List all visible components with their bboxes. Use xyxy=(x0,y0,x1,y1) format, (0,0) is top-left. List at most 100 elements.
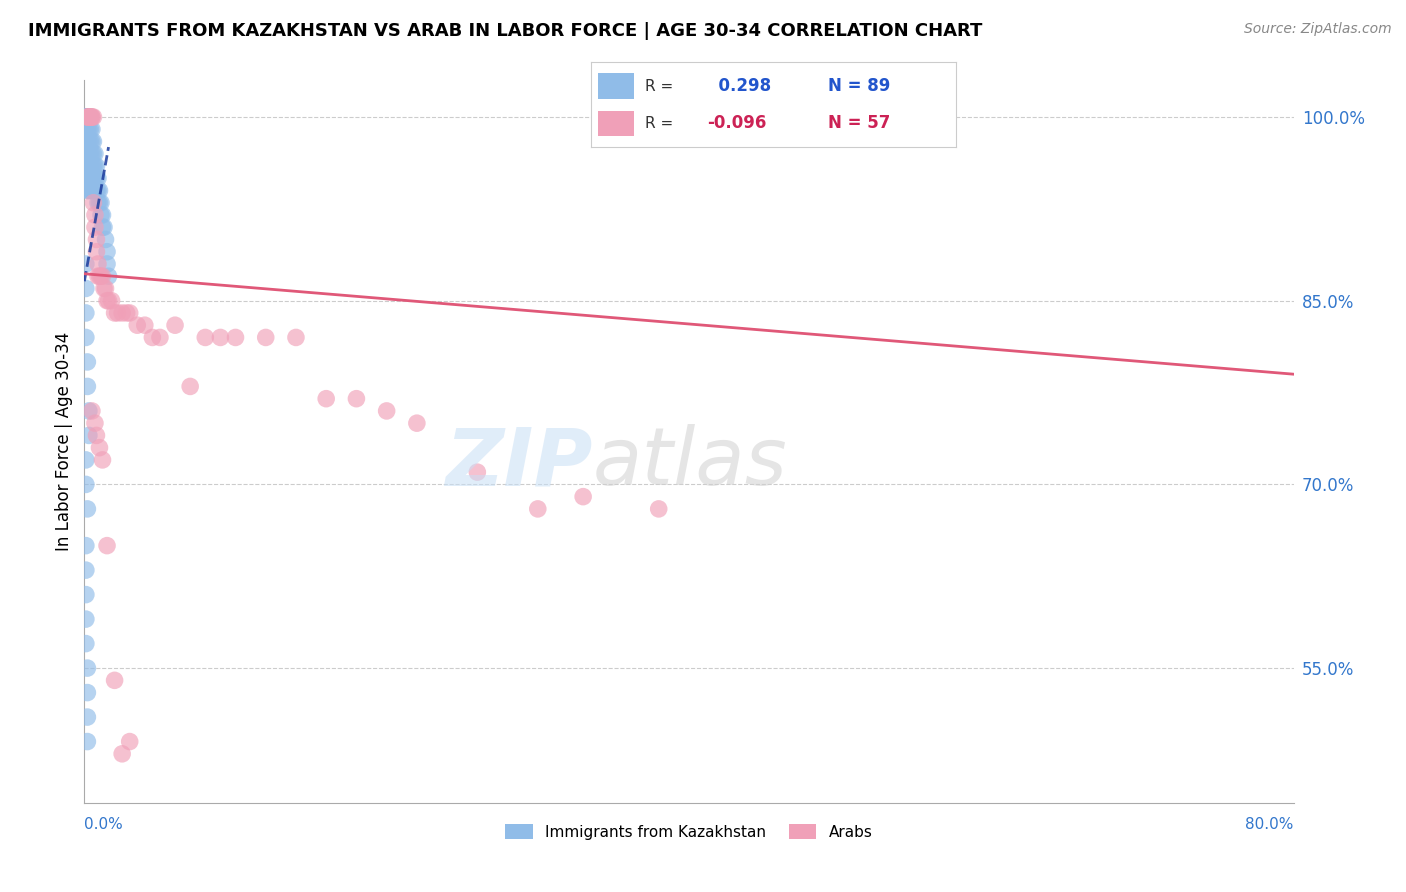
Point xyxy=(77,135,100,149)
Point xyxy=(100,293,122,308)
Point xyxy=(89,269,111,284)
Text: Source: ZipAtlas.com: Source: ZipAtlas.com xyxy=(1244,22,1392,37)
Point xyxy=(77,171,100,186)
Point xyxy=(93,220,115,235)
Point xyxy=(87,184,110,198)
Point xyxy=(572,490,595,504)
Point xyxy=(75,110,97,124)
Point xyxy=(209,330,232,344)
Point xyxy=(94,281,117,295)
Point xyxy=(76,355,98,369)
Point xyxy=(165,318,187,333)
Text: R =: R = xyxy=(645,78,679,94)
Point xyxy=(75,110,97,124)
Point xyxy=(76,379,98,393)
Text: 0.0%: 0.0% xyxy=(84,817,124,832)
Point xyxy=(75,306,97,320)
Point xyxy=(86,184,108,198)
Text: 0.298: 0.298 xyxy=(707,78,772,95)
Point xyxy=(77,404,100,418)
Point xyxy=(86,171,108,186)
Point xyxy=(79,110,101,124)
Point xyxy=(75,453,97,467)
Point xyxy=(80,110,103,124)
Point xyxy=(82,146,104,161)
Point xyxy=(76,685,98,699)
Point xyxy=(75,110,97,124)
Point xyxy=(89,441,111,455)
Point xyxy=(76,171,98,186)
Point xyxy=(80,122,103,136)
Point xyxy=(76,146,98,161)
Point xyxy=(80,404,103,418)
Point xyxy=(77,428,100,442)
Point xyxy=(82,135,104,149)
Point xyxy=(75,330,97,344)
Point xyxy=(79,110,101,124)
Point xyxy=(76,110,98,124)
Point xyxy=(86,159,108,173)
Point xyxy=(87,269,110,284)
Point xyxy=(84,184,107,198)
Point xyxy=(115,306,138,320)
Point xyxy=(87,171,110,186)
Point xyxy=(76,710,98,724)
Point xyxy=(77,184,100,198)
Point xyxy=(149,330,172,344)
Text: ZIP: ZIP xyxy=(444,425,592,502)
Point xyxy=(79,171,101,186)
Point xyxy=(80,171,103,186)
Text: 80.0%: 80.0% xyxy=(1246,817,1294,832)
Text: N = 89: N = 89 xyxy=(828,78,890,95)
Point xyxy=(111,747,134,761)
Point xyxy=(90,269,112,284)
Point xyxy=(75,135,97,149)
Point xyxy=(75,281,97,295)
Point xyxy=(79,110,101,124)
Point xyxy=(315,392,337,406)
Point xyxy=(179,379,201,393)
Point xyxy=(77,110,100,124)
Point xyxy=(76,110,98,124)
Point xyxy=(96,244,118,259)
Point xyxy=(96,257,118,271)
Point xyxy=(75,110,97,124)
Point xyxy=(77,159,100,173)
Point xyxy=(76,110,98,124)
Point xyxy=(75,110,97,124)
Point xyxy=(77,110,100,124)
Point xyxy=(76,110,98,124)
Point xyxy=(79,122,101,136)
Point xyxy=(82,195,104,210)
Point xyxy=(97,269,120,284)
Point xyxy=(86,244,108,259)
Point xyxy=(75,539,97,553)
Point xyxy=(76,110,98,124)
Point xyxy=(79,146,101,161)
Point xyxy=(75,563,97,577)
Point xyxy=(75,612,97,626)
Point xyxy=(93,281,115,295)
Point xyxy=(127,318,149,333)
Point xyxy=(76,135,98,149)
Point xyxy=(86,428,108,442)
Point xyxy=(84,208,107,222)
Point xyxy=(75,477,97,491)
Text: IMMIGRANTS FROM KAZAKHSTAN VS ARAB IN LABOR FORCE | AGE 30-34 CORRELATION CHART: IMMIGRANTS FROM KAZAKHSTAN VS ARAB IN LA… xyxy=(28,22,983,40)
Point xyxy=(84,416,107,430)
Point xyxy=(79,135,101,149)
Point xyxy=(97,293,120,308)
Point xyxy=(77,110,100,124)
Point xyxy=(254,330,277,344)
Point xyxy=(225,330,247,344)
Point xyxy=(84,146,107,161)
Point xyxy=(86,232,108,246)
Point xyxy=(527,502,550,516)
Point xyxy=(91,453,114,467)
Point xyxy=(89,184,111,198)
Text: N = 57: N = 57 xyxy=(828,114,890,132)
Point xyxy=(80,110,103,124)
Point xyxy=(107,306,129,320)
Point xyxy=(346,392,368,406)
Point xyxy=(82,110,104,124)
